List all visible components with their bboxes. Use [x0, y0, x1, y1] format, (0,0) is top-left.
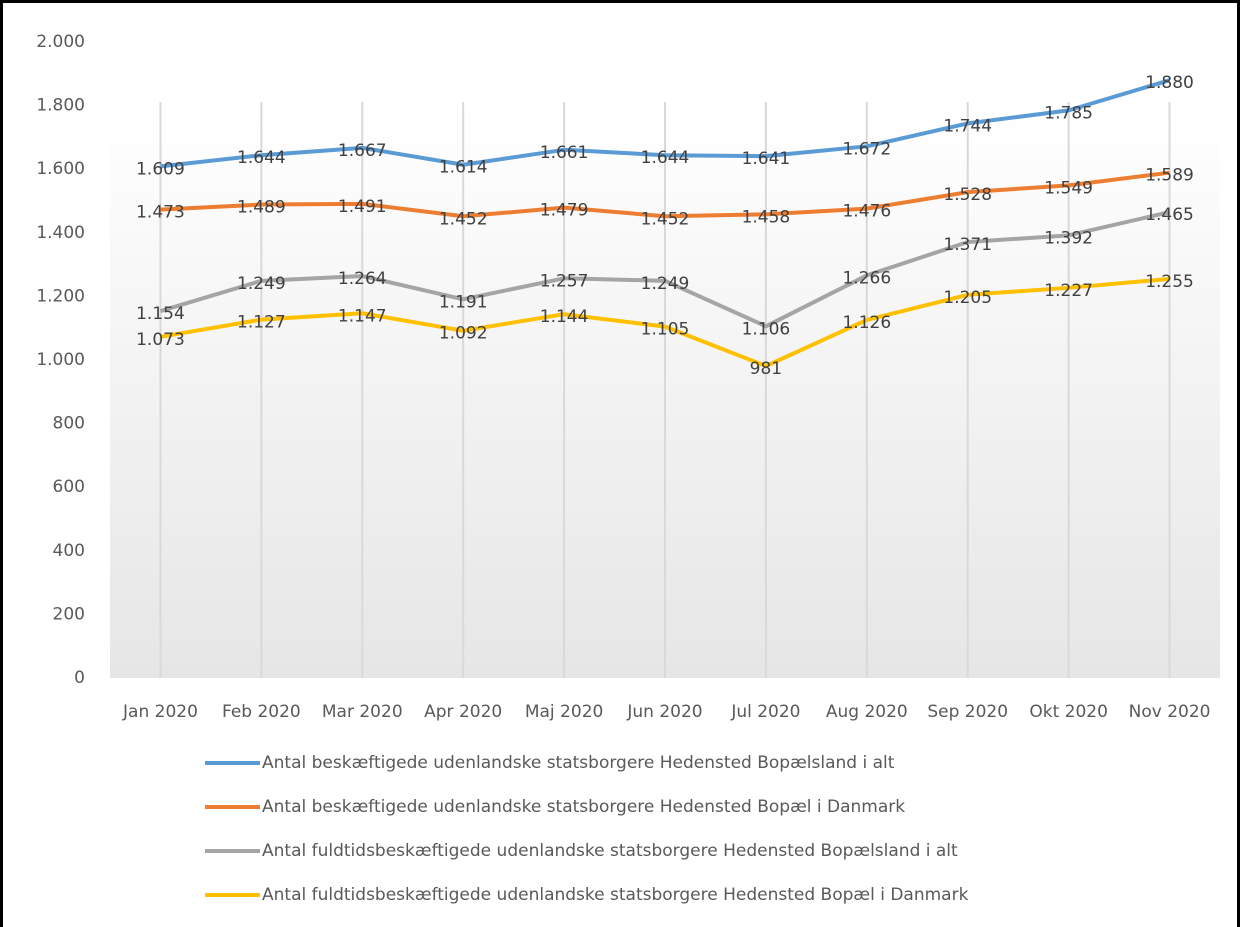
data-label: 1.392 — [1044, 228, 1093, 248]
data-label: 1.266 — [842, 268, 891, 288]
data-label: 1.264 — [338, 269, 387, 289]
data-label: 1.127 — [237, 313, 286, 333]
data-label: 1.491 — [338, 197, 387, 217]
data-label: 1.452 — [439, 209, 488, 229]
data-label: 1.458 — [742, 207, 791, 227]
x-tick-label: Jun 2020 — [626, 702, 702, 722]
y-tick-label: 1.000 — [36, 350, 85, 370]
data-label: 1.147 — [338, 306, 387, 326]
data-label: 1.205 — [943, 288, 992, 308]
data-label: 1.255 — [1145, 272, 1194, 292]
data-label: 1.489 — [237, 197, 286, 217]
data-label: 1.667 — [338, 141, 387, 161]
data-label: 1.549 — [1044, 178, 1093, 198]
data-label: 1.473 — [136, 203, 185, 223]
data-label: 1.249 — [641, 274, 690, 294]
data-label: 1.644 — [237, 148, 286, 168]
data-label: 1.465 — [1145, 205, 1194, 225]
data-label: 1.106 — [742, 319, 791, 339]
x-tick-label: Aug 2020 — [826, 702, 908, 722]
y-tick-label: 1.600 — [36, 159, 85, 179]
y-tick-label: 1.200 — [36, 286, 85, 306]
series-line — [159, 210, 1170, 329]
x-tick-label: Nov 2020 — [1129, 702, 1211, 722]
data-label: 1.154 — [136, 304, 185, 324]
x-tick-label: Sep 2020 — [927, 702, 1008, 722]
data-label: 1.257 — [540, 271, 589, 291]
data-label: 1.744 — [943, 116, 992, 136]
data-label: 1.126 — [842, 313, 891, 333]
x-tick-label: Mar 2020 — [322, 702, 403, 722]
y-tick-label: 1.400 — [36, 223, 85, 243]
data-label: 1.880 — [1145, 73, 1194, 93]
x-tick-label: Maj 2020 — [525, 702, 603, 722]
data-label: 1.249 — [237, 274, 286, 294]
data-label: 1.641 — [742, 149, 791, 169]
x-tick-label: Feb 2020 — [222, 702, 301, 722]
y-tick-label: 600 — [53, 477, 85, 497]
data-label: 1.609 — [136, 159, 185, 179]
y-tick-label: 2.000 — [36, 32, 85, 52]
data-label: 1.073 — [136, 330, 185, 350]
y-tick-label: 400 — [53, 541, 85, 561]
data-label: 1.144 — [540, 307, 589, 327]
legend-label: Antal fuldtidsbeskæftigede udenlandske s… — [262, 885, 969, 905]
data-label: 1.452 — [641, 209, 690, 229]
series-line — [160, 276, 1170, 369]
legend-label: Antal beskæftigede udenlandske statsborg… — [262, 797, 905, 817]
y-tick-label: 800 — [53, 414, 85, 434]
legend-label: Antal fuldtidsbeskæftigede udenlandske s… — [262, 841, 958, 861]
x-tick-label: Apr 2020 — [424, 702, 502, 722]
data-label: 1.614 — [439, 158, 488, 178]
data-label: 1.191 — [439, 292, 488, 312]
y-tick-label: 0 — [74, 668, 85, 688]
series-line — [160, 170, 1170, 219]
data-label: 981 — [750, 359, 782, 379]
x-tick-label: Jan 2020 — [122, 702, 198, 722]
y-tick-label: 200 — [53, 604, 85, 624]
data-label: 1.371 — [943, 235, 992, 255]
data-label: 1.105 — [641, 320, 690, 340]
legend-label: Antal beskæftigede udenlandske statsborg… — [262, 753, 895, 773]
x-tick-label: Okt 2020 — [1029, 702, 1108, 722]
data-label: 1.528 — [943, 185, 992, 205]
data-label: 1.644 — [641, 148, 690, 168]
series-line — [160, 78, 1171, 169]
data-label: 1.227 — [1044, 281, 1093, 301]
data-label: 1.672 — [842, 139, 891, 159]
y-tick-label: 1.800 — [36, 96, 85, 116]
data-label: 1.589 — [1145, 166, 1194, 186]
data-label: 1.476 — [842, 202, 891, 222]
x-tick-label: Jul 2020 — [730, 702, 800, 722]
data-label: 1.661 — [540, 143, 589, 163]
data-label: 1.785 — [1044, 103, 1093, 123]
data-label: 1.479 — [540, 201, 589, 221]
data-label: 1.092 — [439, 324, 488, 344]
